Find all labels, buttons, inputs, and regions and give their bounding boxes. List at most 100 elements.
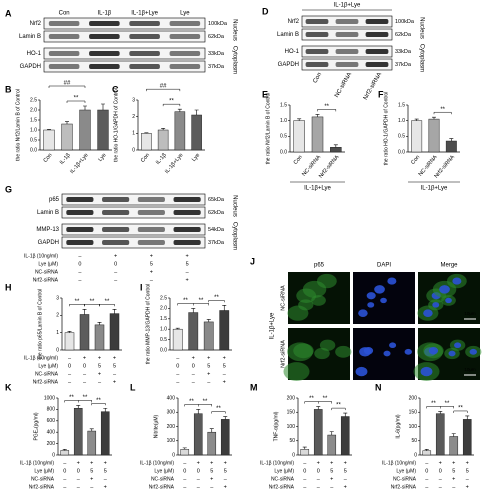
y-axis-label: the ratio Nrf2/Lamin B of Control xyxy=(15,89,21,161)
condition-value: – xyxy=(114,269,118,275)
condition-value: 5 xyxy=(98,363,101,369)
blot-band xyxy=(129,64,160,69)
condition-value: – xyxy=(425,476,429,482)
y-tick-label: 200 xyxy=(167,424,176,430)
error-bar xyxy=(191,308,196,313)
y-tick-label: 3 xyxy=(56,295,59,301)
y-tick-label: 200 xyxy=(287,395,296,401)
condition-value: – xyxy=(425,460,429,466)
significance-label: ** xyxy=(440,107,445,113)
image-row-label: Nrf2-siRNA xyxy=(280,340,286,368)
blot-band xyxy=(305,49,329,54)
condition-value: 5 xyxy=(207,363,210,369)
blot-row-label: GAPDH xyxy=(278,62,299,68)
significance-bracket xyxy=(162,103,181,107)
blot-band xyxy=(102,227,130,232)
blot-kda: 37kDa xyxy=(208,64,225,70)
image-column-label: DAPI xyxy=(377,263,391,269)
condition-value: + xyxy=(224,460,227,466)
y-axis-label: PGE₂(pg/ml) xyxy=(33,412,39,440)
error-bar xyxy=(161,128,166,130)
condition-label: Lye (μM) xyxy=(38,261,58,267)
condition-value: – xyxy=(113,371,117,377)
blot-band xyxy=(335,62,359,67)
condition-value: 5 xyxy=(113,363,116,369)
significance-label: ** xyxy=(169,99,174,105)
significance-bracket xyxy=(99,304,115,307)
nucleus xyxy=(367,302,375,308)
lane-label: Con xyxy=(312,72,323,85)
y-tick-label: 1 xyxy=(56,330,59,336)
significance-label: ** xyxy=(90,299,95,305)
condition-value: + xyxy=(77,460,80,466)
cell-stain xyxy=(335,345,352,358)
condition-value: 5 xyxy=(90,468,93,474)
lane-label: IL-1β xyxy=(97,11,111,17)
scale-label: 10μm xyxy=(464,367,476,372)
condition-label: IL-1β (10ng/ml) xyxy=(140,460,174,466)
nucleus xyxy=(383,350,391,357)
blot-band xyxy=(66,197,94,202)
y-tick-label: 1 xyxy=(132,131,135,137)
condition-value: – xyxy=(78,277,82,283)
condition-label: Lye (μM) xyxy=(38,363,58,369)
condition-value: – xyxy=(63,460,67,466)
blot-kda: 65kDa xyxy=(208,197,225,203)
y-tick-label: 2.5 xyxy=(30,97,37,103)
blot-band xyxy=(48,51,80,56)
condition-value: 0 xyxy=(83,363,86,369)
x-tick-label: IL-1β xyxy=(59,152,72,166)
nucleus xyxy=(439,285,450,294)
blot-band xyxy=(137,210,165,215)
condition-value: + xyxy=(197,460,200,466)
bar xyxy=(313,409,323,456)
compartment-label: Nucleus xyxy=(231,195,237,217)
panel-label: D xyxy=(262,6,269,16)
blot-row-label: HO-1 xyxy=(285,49,300,55)
condition-value: – xyxy=(317,476,321,482)
condition-value: 0 xyxy=(63,468,66,474)
condition-value: + xyxy=(186,253,189,259)
error-bar xyxy=(47,129,51,130)
nucleus xyxy=(358,309,368,317)
bar xyxy=(311,116,324,153)
y-tick-label: 100 xyxy=(287,424,296,430)
bar xyxy=(188,312,199,351)
condition-value: + xyxy=(466,460,469,466)
condition-value: + xyxy=(452,476,455,482)
blot-band xyxy=(173,240,201,245)
condition-value: 0 xyxy=(68,363,71,369)
significance-bracket xyxy=(78,400,92,403)
y-tick-label: 0.0 xyxy=(30,147,37,153)
condition-value: – xyxy=(68,371,72,377)
significance-bracket xyxy=(433,111,452,115)
image-column-label: Merge xyxy=(440,263,458,269)
panel-label: N xyxy=(375,382,382,392)
nucleus xyxy=(469,348,477,355)
condition-value: + xyxy=(186,277,189,283)
blot-row-label: Nrf2 xyxy=(30,21,42,27)
y-axis-label: Nitrite(μM) xyxy=(153,414,159,438)
y-tick-label: 600 xyxy=(47,418,56,424)
cell-stain xyxy=(293,343,314,359)
condition-value: + xyxy=(317,460,320,466)
blot-strip xyxy=(61,223,206,236)
bar xyxy=(330,147,342,153)
blot-kda: 62kDa xyxy=(208,210,225,216)
condition-value: 5 xyxy=(210,468,213,474)
condition-value: – xyxy=(176,379,180,385)
y-tick-label: 200 xyxy=(409,395,418,401)
condition-value: – xyxy=(303,476,307,482)
condition-label: IL-1β (10ng/ml) xyxy=(24,355,58,361)
y-tick-label: 0 xyxy=(52,452,55,458)
x-axis-label: IL-1β+Lye xyxy=(421,186,448,192)
lane-label: IL-1β+Lye xyxy=(131,11,158,17)
significance-bracket xyxy=(318,401,332,404)
condition-value: – xyxy=(78,269,82,275)
nucleus xyxy=(363,347,374,355)
blot-row-label: Lamin B xyxy=(37,210,59,216)
x-tick-label: Con xyxy=(293,154,304,166)
condition-value: + xyxy=(98,371,101,377)
condition-label: NC-siRNA xyxy=(35,269,59,275)
condition-value: – xyxy=(176,355,180,361)
